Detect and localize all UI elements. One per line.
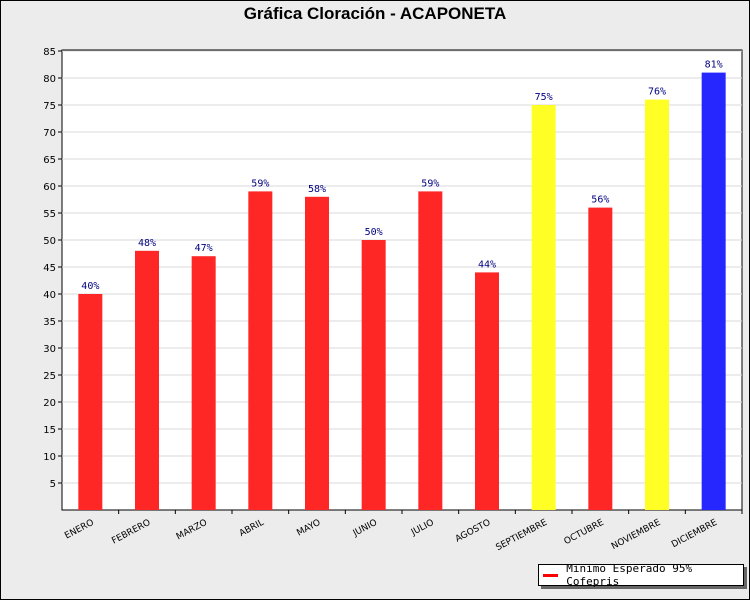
x-tick-label: ABRIL (238, 518, 266, 539)
data-label: 81% (705, 60, 723, 71)
x-tick-label: MARZO (175, 518, 209, 543)
legend-label: Minimo Esperado 95% Cofepris (566, 562, 693, 588)
y-tick-label: 50 (43, 236, 56, 247)
data-label: 59% (251, 178, 269, 189)
x-tick-label: DICIEMBRE (670, 518, 719, 550)
y-tick-label: 30 (43, 344, 56, 355)
data-label: 48% (138, 238, 156, 249)
bar-diciembre (701, 72, 726, 510)
y-tick-label: 85 (43, 47, 56, 58)
chart-title: Gráfica Cloración - ACAPONETA (243, 4, 507, 23)
x-tick-label: JUNIO (351, 518, 379, 539)
bar-julio (418, 191, 443, 510)
y-tick-label: 60 (43, 182, 56, 193)
y-tick-label: 40 (43, 290, 56, 301)
y-tick-label: 10 (43, 452, 56, 463)
data-label: 44% (478, 259, 496, 270)
bar-enero (78, 294, 103, 510)
x-tick-label: ENERO (63, 518, 95, 542)
x-tick-label: NOVIEMBRE (610, 518, 663, 552)
bar-mayo (305, 196, 329, 511)
bar-octubre (588, 207, 613, 510)
data-label: 56% (591, 195, 609, 206)
data-label: 58% (308, 184, 326, 195)
y-tick-label: 5 (50, 479, 56, 490)
data-label: 75% (535, 92, 553, 103)
bar-noviembre (645, 99, 669, 510)
bar-marzo (191, 256, 216, 510)
bar-agosto (475, 272, 499, 510)
y-tick-label: 15 (43, 425, 56, 436)
data-label: 76% (648, 87, 666, 98)
x-tick-label: JULIO (409, 518, 436, 539)
bar-junio (361, 240, 386, 510)
y-tick-label: 75 (43, 101, 56, 112)
x-tick-label: MAYO (295, 518, 322, 539)
legend: Minimo Esperado 95% Cofepris (538, 562, 744, 588)
y-tick-label: 25 (43, 371, 56, 382)
data-label: 47% (195, 243, 213, 254)
y-tick-label: 35 (43, 317, 56, 328)
data-label: 59% (421, 178, 439, 189)
y-tick-label: 20 (43, 398, 56, 409)
bar-febrero (135, 250, 159, 511)
y-tick-label: 80 (43, 74, 56, 85)
legend-line-icon (543, 573, 559, 577)
x-tick-label: OCTUBRE (563, 518, 606, 547)
x-tick-label: SEPTIEMBRE (494, 518, 549, 554)
bar-septiembre (531, 105, 556, 510)
x-tick-label: FEBRERO (110, 518, 152, 547)
y-tick-label: 55 (43, 209, 56, 220)
y-tick-label: 65 (43, 155, 56, 166)
x-tick-label: AGOSTO (454, 518, 493, 545)
data-label: 40% (81, 281, 99, 292)
y-tick-label: 70 (43, 128, 56, 139)
plot-area (61, 49, 743, 511)
bar-abril (248, 191, 273, 510)
y-tick-label: 45 (43, 263, 56, 274)
data-label: 50% (365, 227, 383, 238)
